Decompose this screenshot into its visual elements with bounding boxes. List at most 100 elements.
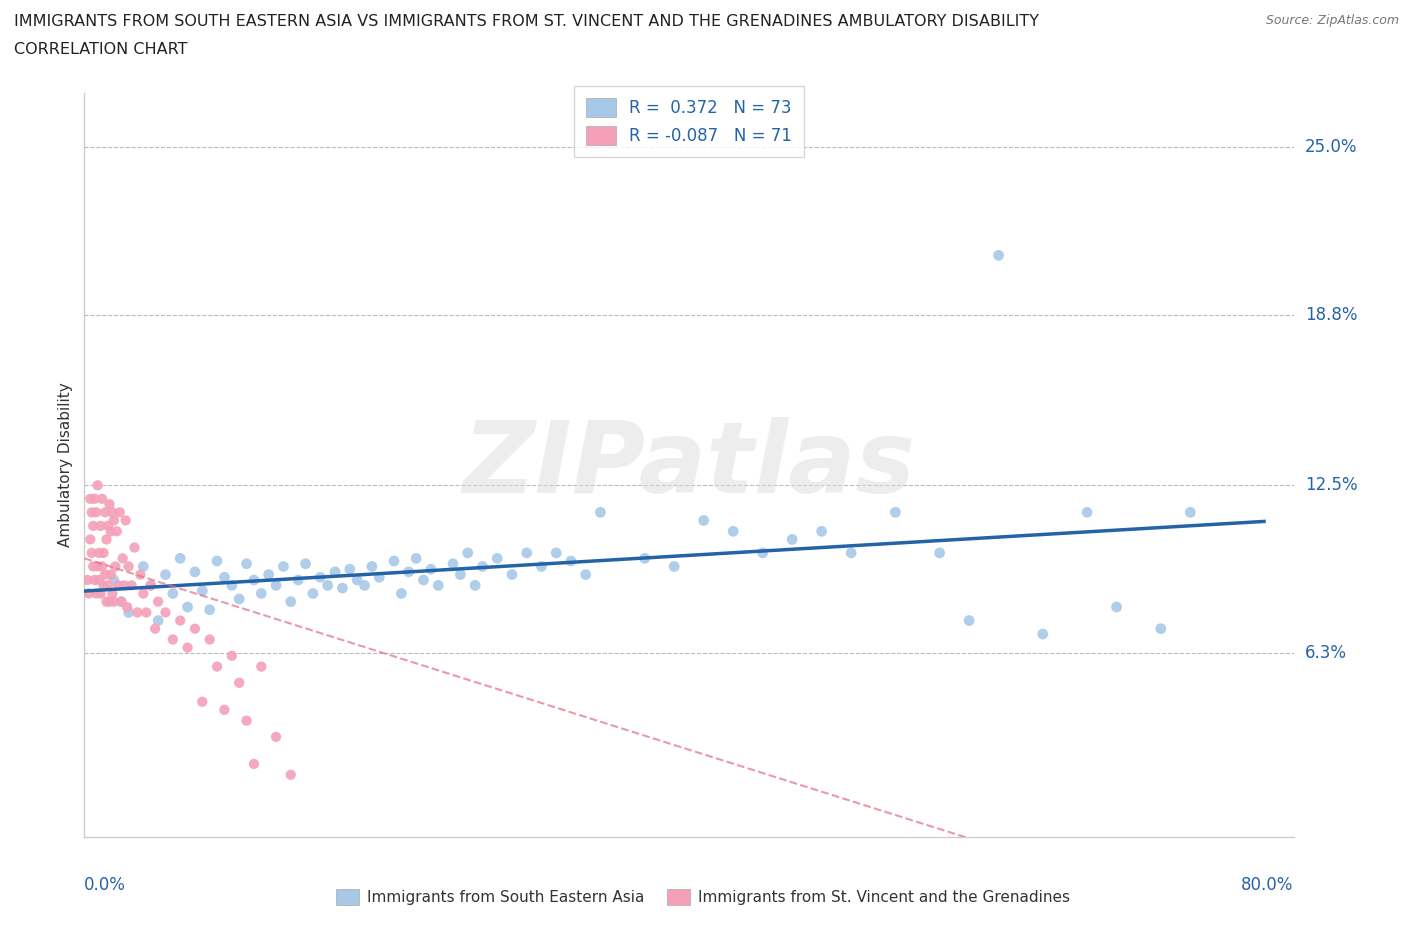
Point <box>117 559 139 574</box>
Point <box>302 586 325 601</box>
Point <box>516 546 538 561</box>
Point <box>287 573 309 588</box>
Point <box>146 613 169 628</box>
Point <box>86 559 108 574</box>
Point <box>98 594 121 609</box>
Point <box>198 603 221 618</box>
Point <box>127 605 149 620</box>
Point <box>361 559 384 574</box>
Point <box>90 518 112 533</box>
Text: Source: ZipAtlas.com: Source: ZipAtlas.com <box>1265 14 1399 27</box>
Text: 6.3%: 6.3% <box>1305 644 1347 662</box>
Point <box>560 553 582 568</box>
Legend: Immigrants from South Eastern Asia, Immigrants from St. Vincent and the Grenadin: Immigrants from South Eastern Asia, Immi… <box>329 882 1077 913</box>
Point <box>250 659 273 674</box>
Point <box>101 586 124 601</box>
Point <box>486 551 509 565</box>
Y-axis label: Ambulatory Disability: Ambulatory Disability <box>58 382 73 548</box>
Point <box>143 621 166 636</box>
Point <box>457 546 479 561</box>
Point <box>353 578 375 592</box>
Point <box>198 632 221 647</box>
Point <box>957 613 980 628</box>
Point <box>77 586 100 601</box>
Point <box>101 505 124 520</box>
Text: CORRELATION CHART: CORRELATION CHART <box>14 42 187 57</box>
Point <box>184 565 207 579</box>
Point <box>280 594 302 609</box>
Point <box>155 605 177 620</box>
Text: 80.0%: 80.0% <box>1241 876 1294 894</box>
Point <box>243 573 266 588</box>
Point <box>139 578 162 592</box>
Point <box>108 505 131 520</box>
Point <box>589 505 612 520</box>
Point <box>110 594 132 609</box>
Point <box>84 586 107 601</box>
Point <box>316 578 339 592</box>
Point <box>332 580 354 595</box>
Point <box>339 562 361 577</box>
Point <box>139 578 162 592</box>
Text: 18.8%: 18.8% <box>1305 306 1357 324</box>
Point <box>96 594 118 609</box>
Point <box>1180 505 1202 520</box>
Point <box>112 578 135 592</box>
Point <box>1076 505 1098 520</box>
Point <box>76 573 98 588</box>
Point <box>162 632 184 647</box>
Point <box>191 583 214 598</box>
Point <box>273 559 295 574</box>
Point <box>117 605 139 620</box>
Point <box>115 600 138 615</box>
Point <box>97 518 120 533</box>
Point <box>257 567 280 582</box>
Point <box>111 551 134 565</box>
Point <box>634 551 657 565</box>
Point <box>79 491 101 506</box>
Point <box>205 553 228 568</box>
Point <box>419 562 441 577</box>
Point <box>221 648 243 663</box>
Point <box>107 578 129 592</box>
Point <box>96 532 118 547</box>
Point <box>664 559 686 574</box>
Point <box>105 524 128 538</box>
Point <box>100 567 122 582</box>
Point <box>294 556 316 571</box>
Point <box>176 600 198 615</box>
Point <box>83 573 105 588</box>
Point <box>405 551 427 565</box>
Point <box>83 491 105 506</box>
Point <box>427 578 450 592</box>
Point <box>1105 600 1128 615</box>
Point <box>82 518 104 533</box>
Point <box>449 567 471 582</box>
Point <box>129 567 152 582</box>
Point <box>87 546 110 561</box>
Point <box>280 767 302 782</box>
Point <box>214 702 236 717</box>
Point <box>323 565 346 579</box>
Point <box>398 565 420 579</box>
Legend: R =  0.372   N = 73, R = -0.087   N = 71: R = 0.372 N = 73, R = -0.087 N = 71 <box>574 86 804 156</box>
Point <box>1150 621 1173 636</box>
Point <box>264 729 287 744</box>
Point <box>464 578 486 592</box>
Point <box>243 756 266 771</box>
Point <box>264 578 287 592</box>
Point <box>103 594 125 609</box>
Point <box>530 559 553 574</box>
Point <box>1032 627 1054 642</box>
Point <box>94 505 117 520</box>
Point <box>98 497 121 512</box>
Point <box>97 578 120 592</box>
Point <box>80 505 103 520</box>
Point <box>501 567 523 582</box>
Text: 12.5%: 12.5% <box>1305 476 1357 494</box>
Point <box>692 513 714 528</box>
Point <box>132 559 155 574</box>
Point <box>80 546 103 561</box>
Point <box>146 594 169 609</box>
Point <box>546 546 568 561</box>
